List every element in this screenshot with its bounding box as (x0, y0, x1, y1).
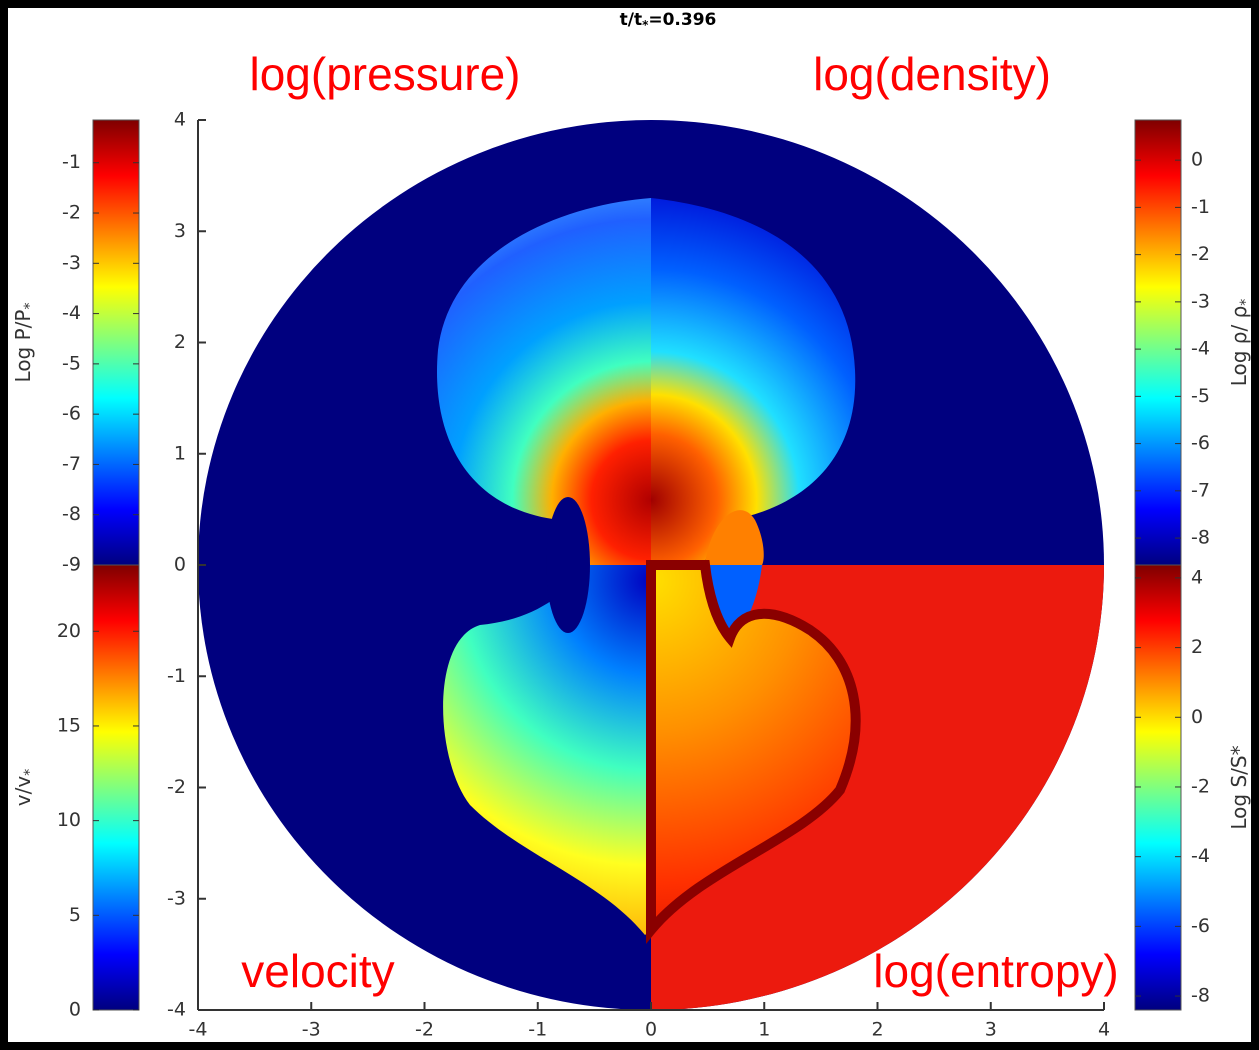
colorbar-tick-label: 5 (69, 904, 81, 926)
colorbar-label-sub: * (1238, 299, 1254, 306)
colorbar-tick-label: 0 (1191, 706, 1203, 728)
colorbar-tick-label: -5 (62, 352, 81, 374)
colorbar-tick-label: -7 (1191, 479, 1210, 501)
colorbar-tick-label: -4 (1191, 338, 1210, 360)
colorbar-tick-label: -9 (62, 554, 81, 576)
colorbar-label-text: Log S/S* (1227, 745, 1251, 829)
title: t/t*=0.396 (620, 10, 717, 32)
colorbar-tick-label: -1 (62, 151, 81, 173)
colorbar-tick-label: 2 (1191, 636, 1203, 658)
x-tick-label: -3 (302, 1019, 321, 1041)
x-tick-label: -2 (415, 1019, 434, 1041)
colorbar-label-text: v/v (11, 776, 35, 807)
x-tick-label: 2 (871, 1019, 883, 1041)
y-tick-label: -4 (167, 999, 186, 1021)
y-tick-label: 1 (174, 442, 186, 464)
title-text: t/t (620, 10, 642, 30)
x-tick-label: -4 (189, 1019, 208, 1041)
colorbar-tick-label: -2 (1191, 775, 1210, 797)
colorbar (1134, 119, 1182, 566)
colorbar (92, 564, 140, 1011)
colorbar-tick-label: -5 (1191, 385, 1210, 407)
colorbar-label: Log ρ/ ρ* (1227, 299, 1255, 387)
x-tick-label: 1 (758, 1019, 770, 1041)
colorbar-tick-label: -3 (1191, 290, 1210, 312)
title-sub: * (642, 18, 649, 32)
colorbar-label-text: Log P/P (11, 310, 35, 383)
velocity-lobe (443, 565, 651, 935)
colorbar-label-sub: * (22, 303, 38, 310)
colorbar-label-sub: * (22, 769, 38, 776)
colorbar-tick-label: -3 (62, 252, 81, 274)
colorbar-tick-label: 15 (57, 714, 81, 736)
y-tick-label: 3 (174, 220, 186, 242)
colorbar-tick-label: 0 (1191, 149, 1203, 171)
colorbar-label-text: Log ρ/ ρ (1227, 306, 1251, 387)
colorbar-tick-label: 10 (57, 809, 81, 831)
colorbar (1134, 564, 1182, 1011)
colorbar-tick-label: -4 (1191, 845, 1210, 867)
colorbar-label: v/v* (11, 769, 39, 806)
simulation-image (198, 120, 1104, 1010)
density-lobe (651, 198, 856, 565)
quadrant-label: log(pressure) (250, 48, 521, 100)
density-bubble (705, 510, 764, 565)
x-tick-label: 4 (1098, 1019, 1110, 1041)
crescent (546, 497, 590, 633)
y-tick-label: -1 (167, 665, 186, 687)
y-tick-label: 2 (174, 331, 186, 353)
colorbar-tick-label: 20 (57, 620, 81, 642)
y-tick-label: 4 (174, 109, 186, 131)
colorbar-tick-label: -2 (1191, 243, 1210, 265)
colorbar-label: Log P/P* (11, 303, 39, 383)
x-tick-label: 3 (985, 1019, 997, 1041)
colorbar-tick-label: -4 (62, 302, 81, 324)
colorbar-tick-label: -7 (62, 453, 81, 475)
quadrant-label: log(entropy) (873, 945, 1118, 997)
colorbar-tick-label: -6 (62, 403, 81, 425)
y-tick-label: -2 (167, 776, 186, 798)
quadrant-label: velocity (241, 945, 394, 997)
colorbar-tick-label: -8 (1191, 527, 1210, 549)
colorbar (92, 119, 140, 566)
y-tick-label: -3 (167, 887, 186, 909)
colorbar-tick-label: -6 (1191, 432, 1210, 454)
quadrant-label: log(density) (813, 48, 1051, 100)
colorbar-tick-label: -6 (1191, 915, 1210, 937)
colorbar-tick-label: -8 (1191, 985, 1210, 1007)
colorbar-tick-label: -1 (1191, 196, 1210, 218)
x-tick-label: 0 (645, 1019, 657, 1041)
colorbar-tick-label: -2 (62, 202, 81, 224)
x-tick-label: -1 (528, 1019, 547, 1041)
entropy-lobe (646, 560, 861, 945)
colorbar-tick-label: -8 (62, 503, 81, 525)
pressure-lobe (437, 198, 651, 565)
y-tick-label: 0 (174, 554, 186, 576)
colorbar-tick-label: 0 (69, 999, 81, 1021)
colorbar-label: Log S/S* (1227, 745, 1251, 829)
colorbar-tick-label: 4 (1191, 566, 1203, 588)
title-rest: =0.396 (648, 10, 716, 30)
